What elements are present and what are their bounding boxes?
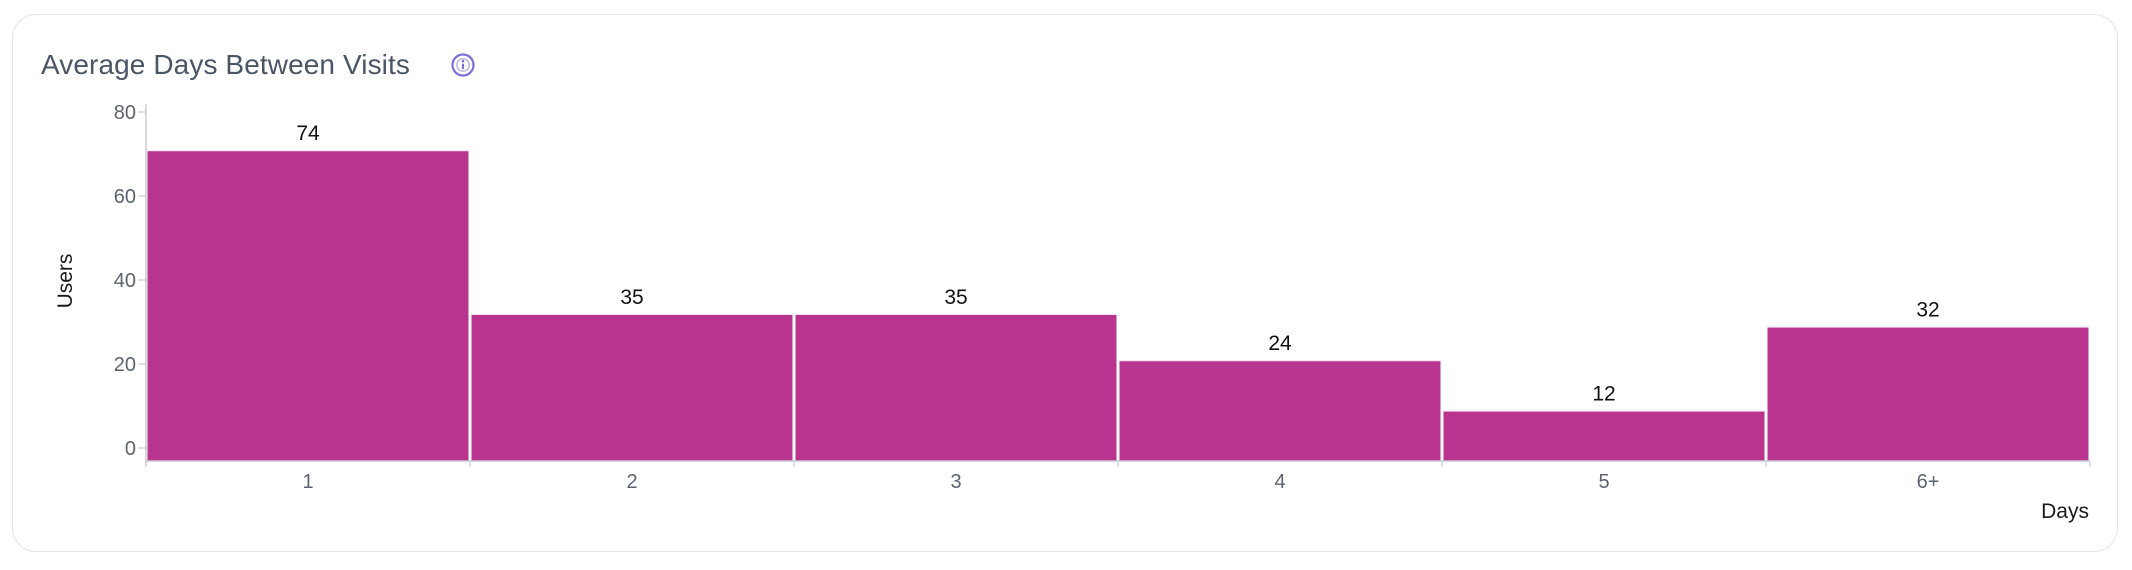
info-circle-icon[interactable] [450, 52, 476, 78]
bar-4 [1119, 360, 1441, 461]
y-tick-label-80: 80 [114, 102, 136, 124]
y-tick-label-0: 0 [125, 438, 136, 460]
y-tick-label-20: 20 [114, 354, 136, 376]
x-tick-label-4: 4 [1274, 471, 1285, 493]
data-label-1: 74 [296, 122, 320, 145]
x-tick-label-6+: 6+ [1917, 471, 1940, 493]
bar-1 [147, 150, 469, 461]
x-tick-label-5: 5 [1598, 471, 1609, 493]
bar-3 [795, 314, 1117, 461]
data-label-2: 35 [620, 286, 643, 309]
x-axis-title: Days [2041, 500, 2089, 523]
data-label-3: 35 [944, 286, 967, 309]
x-tick-label-2: 2 [626, 471, 637, 493]
data-label-6+: 32 [1916, 299, 1939, 322]
y-tick-label-60: 60 [114, 186, 136, 208]
x-tick-label-3: 3 [950, 471, 961, 493]
card-header: Average Days Between Visits [41, 49, 476, 81]
bar-6+ [1767, 326, 2089, 461]
y-axis-title: Users [54, 254, 77, 309]
y-tick-label-40: 40 [114, 270, 136, 292]
bar-2 [471, 314, 793, 461]
chart-title: Average Days Between Visits [41, 49, 410, 80]
data-label-4: 24 [1268, 332, 1292, 355]
bar-5 [1443, 410, 1765, 461]
data-label-5: 12 [1592, 383, 1615, 406]
x-tick-label-1: 1 [302, 471, 313, 493]
